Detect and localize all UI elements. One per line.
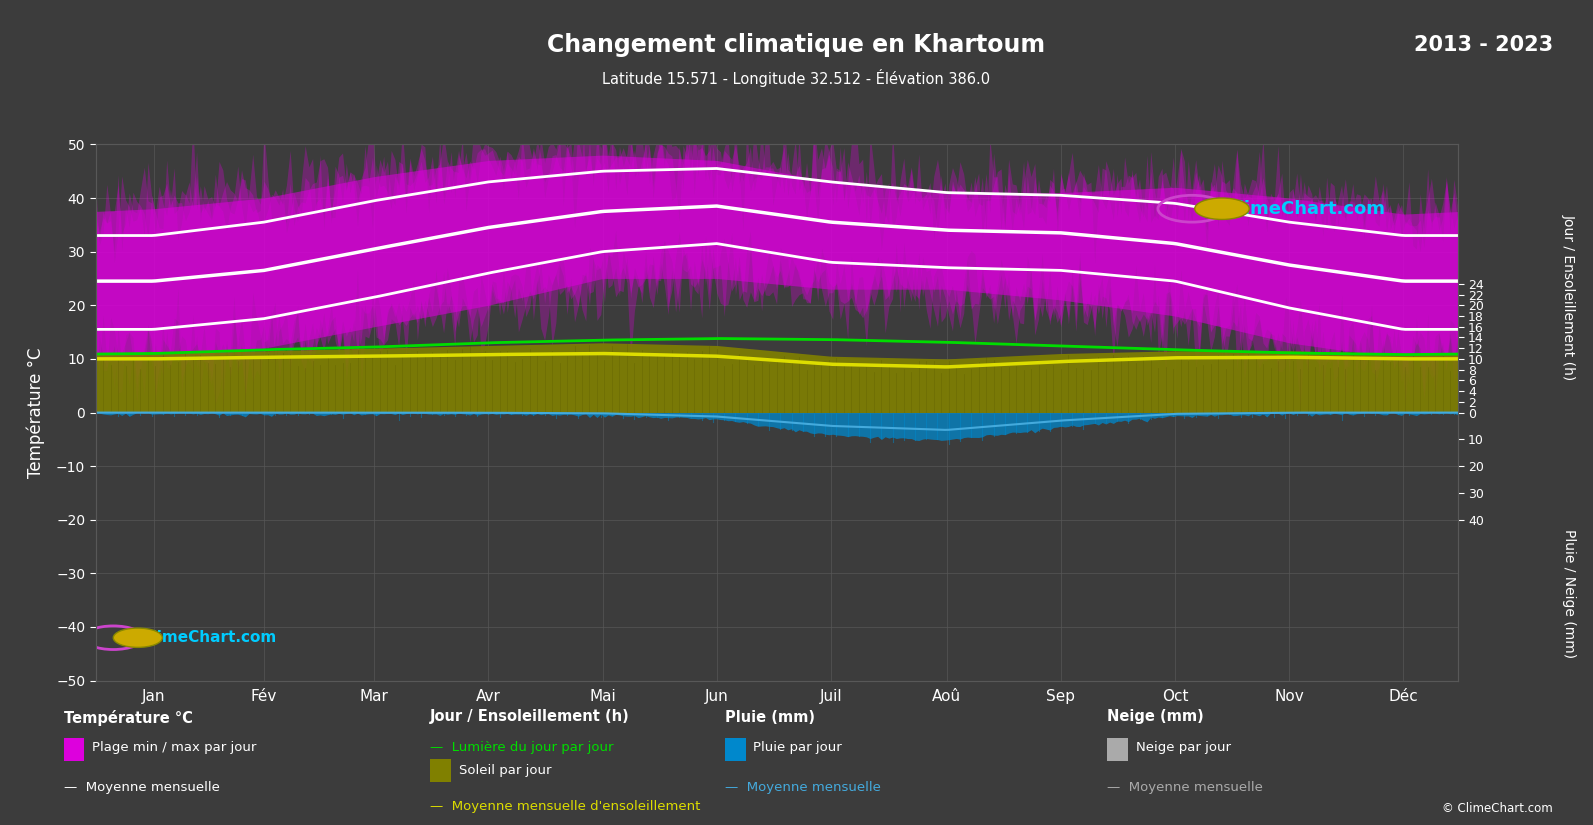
- Y-axis label: Température °C: Température °C: [27, 347, 45, 478]
- Text: Jour / Ensoleillement (h): Jour / Ensoleillement (h): [430, 710, 629, 724]
- Circle shape: [113, 628, 162, 648]
- Text: 2013 - 2023: 2013 - 2023: [1415, 35, 1553, 55]
- Text: —  Moyenne mensuelle: — Moyenne mensuelle: [64, 781, 220, 794]
- Text: Neige (mm): Neige (mm): [1107, 710, 1204, 724]
- Text: ClimeChart.com: ClimeChart.com: [1212, 200, 1386, 218]
- Text: ClimeChart.com: ClimeChart.com: [129, 630, 276, 645]
- Text: —  Lumière du jour par jour: — Lumière du jour par jour: [430, 741, 613, 754]
- Text: Soleil par jour: Soleil par jour: [459, 764, 551, 777]
- Text: Neige par jour: Neige par jour: [1136, 741, 1231, 754]
- Text: Latitude 15.571 - Longitude 32.512 - Élévation 386.0: Latitude 15.571 - Longitude 32.512 - Élé…: [602, 68, 991, 87]
- Text: Jour / Ensoleillement (h): Jour / Ensoleillement (h): [1563, 214, 1575, 380]
- Text: —  Moyenne mensuelle: — Moyenne mensuelle: [1107, 781, 1263, 794]
- Text: Température °C: Température °C: [64, 710, 193, 725]
- Text: Plage min / max par jour: Plage min / max par jour: [92, 741, 256, 754]
- Text: —  Moyenne mensuelle d'ensoleillement: — Moyenne mensuelle d'ensoleillement: [430, 800, 701, 813]
- Text: © ClimeChart.com: © ClimeChart.com: [1442, 802, 1553, 815]
- Text: Pluie par jour: Pluie par jour: [753, 741, 843, 754]
- Text: Changement climatique en Khartoum: Changement climatique en Khartoum: [548, 33, 1045, 58]
- Circle shape: [1195, 198, 1249, 219]
- Text: —  Moyenne mensuelle: — Moyenne mensuelle: [725, 781, 881, 794]
- Text: Pluie / Neige (mm): Pluie / Neige (mm): [1563, 530, 1575, 658]
- Text: Pluie (mm): Pluie (mm): [725, 710, 814, 724]
